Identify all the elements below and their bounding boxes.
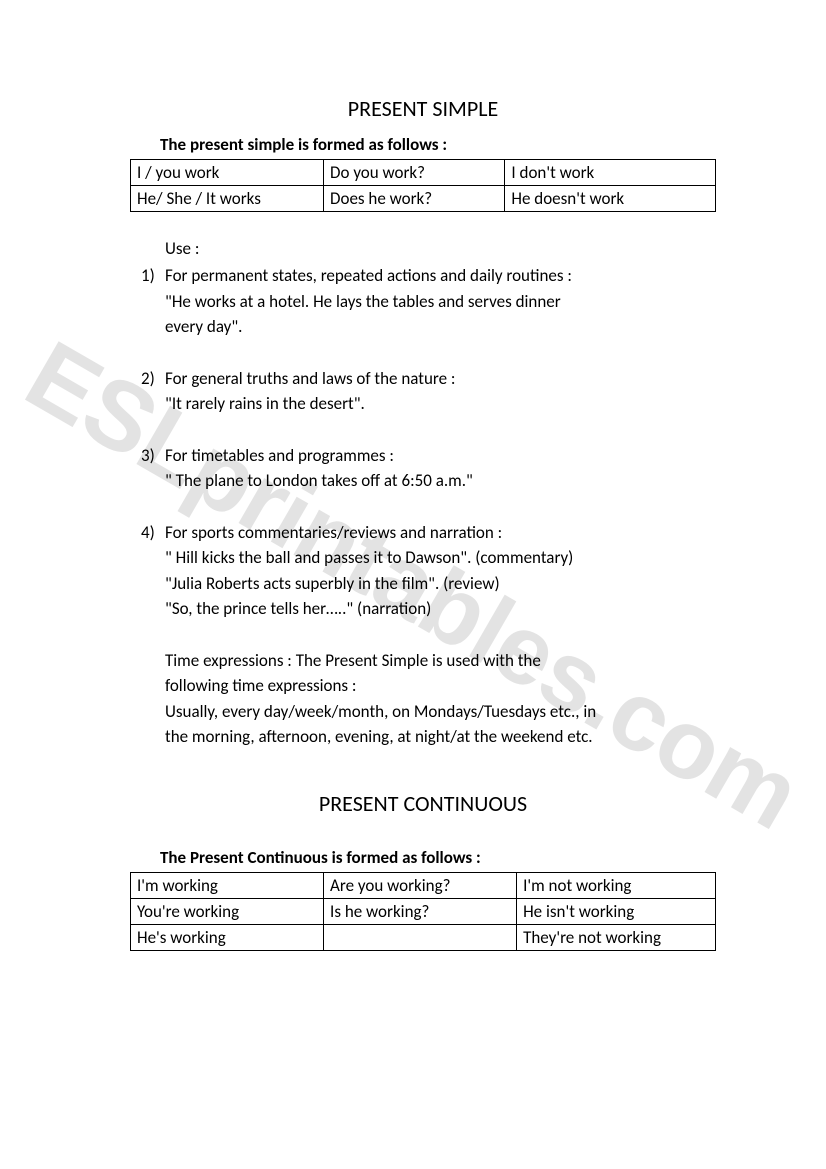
use-text: For general truths and laws of the natur… (165, 368, 455, 389)
table-row: I'm working Are you working? I'm not wor… (131, 872, 716, 898)
use-example: "So, the prince tells her….." (narration… (165, 596, 716, 622)
use-example: " Hill kicks the ball and passes it to D… (165, 545, 716, 571)
table-row: He/ She / It works Does he work? He does… (131, 186, 716, 212)
table-cell: Are you working? (324, 872, 517, 898)
use-item-2: 2)For general truths and laws of the nat… (130, 366, 716, 417)
time-expr-line: following time expressions : (165, 675, 356, 696)
table-cell: He's working (131, 924, 324, 950)
use-item-4: 4)For sports commentaries/reviews and na… (130, 520, 716, 622)
section2-title: PRESENT CONTINUOUS (130, 790, 716, 817)
use-item-1: 1)For permanent states, repeated actions… (130, 263, 716, 340)
use-num: 2) (141, 366, 165, 392)
use-example: every day". (165, 314, 716, 340)
section1-table: I / you work Do you work? I don't work H… (130, 159, 716, 212)
use-num: 1) (141, 263, 165, 289)
table-cell: Do you work? (324, 160, 505, 186)
use-item-3: 3)For timetables and programmes : " The … (130, 443, 716, 494)
time-expressions: Time expressions : The Present Simple is… (165, 648, 716, 750)
table-cell: I'm working (131, 872, 324, 898)
time-expr-line: Time expressions : The Present Simple is… (165, 650, 541, 671)
table-cell: I'm not working (517, 872, 716, 898)
table-row: You're working Is he working? He isn't w… (131, 898, 716, 924)
use-example: " The plane to London takes off at 6:50 … (165, 468, 716, 494)
use-text: For timetables and programmes : (165, 445, 394, 466)
table-cell: He isn't working (517, 898, 716, 924)
table-row: He's working They're not working (131, 924, 716, 950)
time-expr-line: the morning, afternoon, evening, at nigh… (165, 726, 593, 747)
section2-table: I'm working Are you working? I'm not wor… (130, 872, 716, 951)
use-num: 4) (141, 520, 165, 546)
table-row: I / you work Do you work? I don't work (131, 160, 716, 186)
section2-formed-label: The Present Continuous is formed as foll… (160, 847, 716, 868)
use-num: 3) (141, 443, 165, 469)
table-cell: They're not working (517, 924, 716, 950)
use-list: 1)For permanent states, repeated actions… (130, 263, 716, 622)
section1-formed-label: The present simple is formed as follows … (160, 134, 716, 155)
table-cell: You're working (131, 898, 324, 924)
time-expr-line: Usually, every day/week/month, on Monday… (165, 701, 596, 722)
use-example: "It rarely rains in the desert". (165, 391, 716, 417)
table-cell: He doesn't work (505, 186, 716, 212)
table-cell: I / you work (131, 160, 324, 186)
use-text: For permanent states, repeated actions a… (165, 265, 572, 286)
section1-title: PRESENT SIMPLE (130, 95, 716, 122)
use-example: "Julia Roberts acts superbly in the film… (165, 571, 716, 597)
table-cell: Is he working? (324, 898, 517, 924)
use-label: Use : (165, 238, 716, 259)
page-content: PRESENT SIMPLE The present simple is for… (0, 0, 826, 1037)
use-text: For sports commentaries/reviews and narr… (165, 522, 502, 543)
table-cell: He/ She / It works (131, 186, 324, 212)
table-cell: I don't work (505, 160, 716, 186)
table-cell (324, 924, 517, 950)
use-example: "He works at a hotel. He lays the tables… (165, 289, 716, 315)
table-cell: Does he work? (324, 186, 505, 212)
